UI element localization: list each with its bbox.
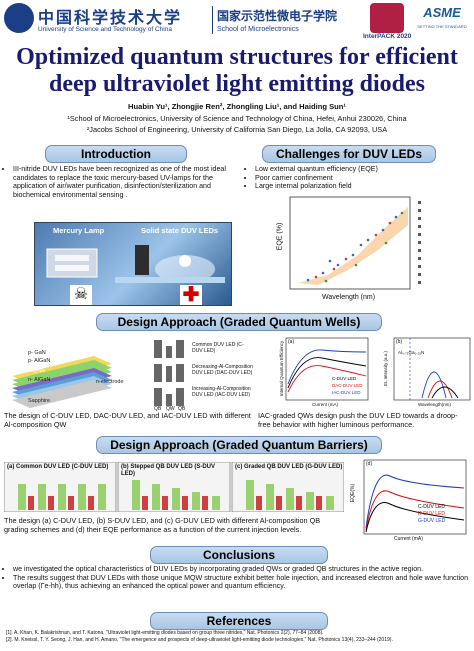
medical-cross-icon: ✚ xyxy=(180,285,202,305)
introduction-text: III-nitride DUV LEDs have been recognize… xyxy=(4,165,236,200)
eqe-scatter-svg xyxy=(289,196,421,290)
reference-item: [2]. M. Kneissl, T. Y. Seong, J. Han, an… xyxy=(6,637,393,643)
qb-panel-c-label: (c) Graded QB DUV LED (G-DUV LED) xyxy=(235,464,343,470)
eqe-ylabel: EQE (%) xyxy=(276,222,284,251)
eqe-xlabel: Wavelength (nm) xyxy=(322,294,376,301)
qb-section-heading: Design Approach (Graded Quantum Barriers… xyxy=(96,436,382,454)
wavelength-xlabel: Wavelength(nm) xyxy=(418,402,451,407)
toxic-skull-icon: ☠ xyxy=(70,285,92,305)
qb-eqe-plot: (d) EQE(%) Current (mA) C-DUV LED R-DUV … xyxy=(350,458,470,544)
qb-panel-a-label: (a) Common DUV LED (C-DUV LED) xyxy=(7,464,109,470)
title-line-2: deep ultraviolet light emitting diodes xyxy=(49,71,425,97)
references-list: [1]. A. Khan, K. Balakrishnan, and T. Ka… xyxy=(6,630,468,644)
title-line-1: Optimized quantum structures for efficie… xyxy=(16,44,458,70)
conclusions-list: we investigated the optical characterist… xyxy=(4,565,470,591)
qw-caption-right: IAC-graded QWs design push the DUV LED t… xyxy=(258,411,458,429)
qw-panel-b: (b) xyxy=(396,339,403,345)
qw-stack-svg xyxy=(12,340,184,408)
sme-name-en: School of Microelectronics xyxy=(217,26,299,33)
layer-sapphire: Sapphire xyxy=(28,398,51,404)
intro-image-lamps: Mercury Lamp Solid state DUV LEDs xyxy=(34,222,232,306)
layer-n-algan: n- AlGaN xyxy=(28,377,51,383)
affiliation-2: ²Jacobs School of Engineering, Universit… xyxy=(86,125,388,134)
legend-c-duv: C-DUV LED xyxy=(332,376,357,381)
header-divider xyxy=(212,6,213,34)
axis-mark-qb2: QB xyxy=(178,406,186,412)
challenges-heading: Challenges for DUV LEDs xyxy=(262,145,436,163)
challenges-list: Low external quantum efficiency (EQE) Po… xyxy=(246,165,466,191)
ustc-seal-logo xyxy=(4,3,34,33)
struct-label-dac: Decreasing-Al-Composition DUV LED (DAC-D… xyxy=(192,364,253,376)
qb-bands-svg xyxy=(3,461,345,513)
asme-tagline: SETTING THE STANDARD xyxy=(417,24,467,29)
el-ylabel: EL Intensity (a.u.) xyxy=(383,350,389,387)
qw-plots-svg xyxy=(285,337,471,401)
qw-caption-left: The design of C-DUV LED, DAC-DUV LED, an… xyxy=(4,411,251,429)
eqe-wavelength-chart: EQE (%) Wavelength (nm) xyxy=(268,195,468,307)
qb-legend-g: G-DUV LED xyxy=(418,518,446,524)
ustc-name-cn: 中国科学技术大学 xyxy=(38,8,183,27)
qb-panel-d: (d) xyxy=(366,461,373,467)
qw-performance-plots: (a) (b) Internal Quantum Efficiency Curr… xyxy=(272,336,472,412)
qb-current-xlabel: Current (mA) xyxy=(394,536,423,542)
conclusion-item: we investigated the optical characterist… xyxy=(13,565,470,574)
conclusion-item: The results suggest that DUV LEDs with t… xyxy=(13,574,470,591)
qw-structure-diagram: p-electrode p- GaN p- AlGaN MQWs n- AlGa… xyxy=(4,336,254,412)
layer-p-gan: p- GaN xyxy=(28,350,46,356)
layer-n-electrode: n-electrode xyxy=(96,379,124,385)
asme-logo: ASME xyxy=(423,5,461,20)
challenge-item: Low external quantum efficiency (EQE) xyxy=(255,165,466,174)
lamp-illustration xyxy=(46,245,225,283)
challenge-item: Poor carrier confinement xyxy=(255,174,466,183)
interpack-label: InterPACK 2020 xyxy=(363,33,412,40)
interpack-logo xyxy=(370,3,404,33)
current-xlabel: Current (mA) xyxy=(312,402,339,407)
affiliation-1: ¹School of Microelectronics, University … xyxy=(67,114,407,123)
layer-mqws: MQWs xyxy=(28,368,45,374)
challenge-item: Large internal polarization field xyxy=(255,182,466,191)
sme-name-cn: 国家示范性微电子学院 xyxy=(217,9,338,23)
introduction-bullet: III-nitride DUV LEDs have been recognize… xyxy=(13,165,236,200)
struct-label-iac: Increasing-Al-Composition DUV LED (IAC-D… xyxy=(192,386,251,398)
duv-led-label: Solid state DUV LEDs xyxy=(141,226,219,235)
iqe-ylabel: Internal Quantum Efficiency xyxy=(279,340,285,397)
struct-label-c: Common DUV LED (C-DUV LED) xyxy=(192,342,244,354)
ustc-name-en: University of Science and Technology of … xyxy=(38,26,172,33)
conclusions-heading: Conclusions xyxy=(150,546,328,564)
introduction-heading: Introduction xyxy=(45,145,187,163)
legend-iac-duv: IAC-DUV LED xyxy=(332,390,361,395)
qb-structure-diagrams: (a) Common DUV LED (C-DUV LED) (b) Stepp… xyxy=(3,461,345,513)
qb-eqe-ylabel: EQE(%) xyxy=(350,483,357,503)
axis-mark-qw: QW xyxy=(166,406,175,412)
qw-section-heading: Design Approach (Graded Quantum Wells) xyxy=(96,313,382,331)
layer-p-electrode: p-electrode xyxy=(28,338,56,344)
layer-p-algan: p- AlGaN xyxy=(28,358,51,364)
qw-panel-a: (a) xyxy=(288,339,295,345)
poster-title: Optimized quantum structures for efficie… xyxy=(0,44,474,98)
legend-dac-duv: DAC-DUV LED xyxy=(332,383,363,388)
reference-item: [1]. A. Khan, K. Balakrishnan, and T. Ka… xyxy=(6,630,324,636)
qb-legend-c: C-DUV LED xyxy=(418,504,445,510)
qb-panel-b-label: (b) Stepped QB DUV LED (S-DUV LED) xyxy=(121,464,215,477)
authors: Huabin Yu¹, Zhongjie Ren², Zhongling Liu… xyxy=(128,102,346,111)
axis-mark-qb1: QB xyxy=(154,406,162,412)
qb-eqe-svg xyxy=(363,459,467,535)
qb-legend-r: R-DUV LED xyxy=(418,511,445,517)
mercury-lamp-label: Mercury Lamp xyxy=(53,226,105,235)
qb-caption: The design (a) C-DUV LED, (b) S-DUV LED,… xyxy=(4,516,321,534)
al-composition-note: Al₀.₇₅Ga₀.₂₅N xyxy=(398,350,425,355)
poster-header: 中国科学技术大学 University of Science and Techn… xyxy=(0,0,474,40)
references-heading: References xyxy=(150,612,328,630)
